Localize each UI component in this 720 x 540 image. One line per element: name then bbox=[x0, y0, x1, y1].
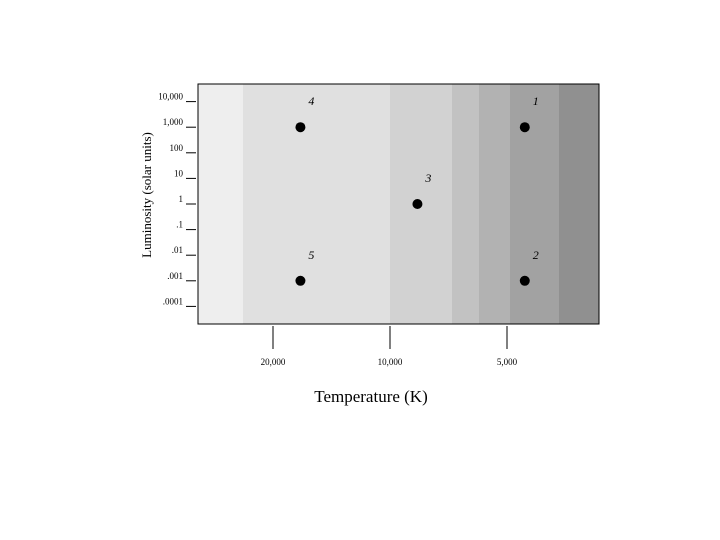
background-band bbox=[479, 84, 510, 324]
background-band bbox=[559, 84, 599, 324]
y-tick-label: 100 bbox=[170, 143, 184, 153]
point-label: 5 bbox=[308, 248, 314, 262]
y-axis-title: Luminosity (solar units) bbox=[139, 132, 154, 258]
data-point bbox=[412, 199, 423, 209]
x-axis-ticks: 20,000 10,000 5,000 bbox=[261, 326, 518, 367]
x-tick-label: 5,000 bbox=[497, 357, 518, 367]
data-point bbox=[519, 122, 530, 133]
x-tick-label: 20,000 bbox=[261, 357, 286, 367]
point-label: 3 bbox=[424, 171, 431, 185]
y-tick-label: 10 bbox=[174, 168, 184, 178]
y-tick-label: .001 bbox=[167, 271, 183, 281]
point-label: 1 bbox=[533, 94, 539, 108]
y-tick-label: 1,000 bbox=[163, 117, 184, 127]
background-band bbox=[510, 84, 559, 324]
data-point bbox=[519, 275, 530, 286]
y-tick-label: .01 bbox=[172, 245, 183, 255]
background-band bbox=[452, 84, 479, 324]
x-tick-label: 10,000 bbox=[378, 357, 403, 367]
y-axis-ticks: 10,000 1,000 100 10 1 .1 .01 .001 .0001 bbox=[158, 92, 196, 307]
y-tick-label: .0001 bbox=[163, 296, 183, 306]
data-points: 1 2 3 4 5 bbox=[295, 94, 539, 286]
background-band bbox=[243, 84, 390, 324]
point-label: 4 bbox=[308, 94, 314, 108]
y-tick-label: 1 bbox=[179, 194, 184, 204]
temperature-bands bbox=[198, 84, 599, 324]
background-band bbox=[198, 84, 243, 324]
y-tick-label: 10,000 bbox=[158, 92, 183, 102]
data-point bbox=[295, 122, 306, 133]
point-label: 2 bbox=[533, 248, 539, 262]
x-axis-title: Temperature (K) bbox=[314, 387, 428, 406]
data-point bbox=[295, 275, 306, 286]
y-tick-label: .1 bbox=[176, 220, 183, 230]
plot-frame bbox=[197, 83, 600, 325]
